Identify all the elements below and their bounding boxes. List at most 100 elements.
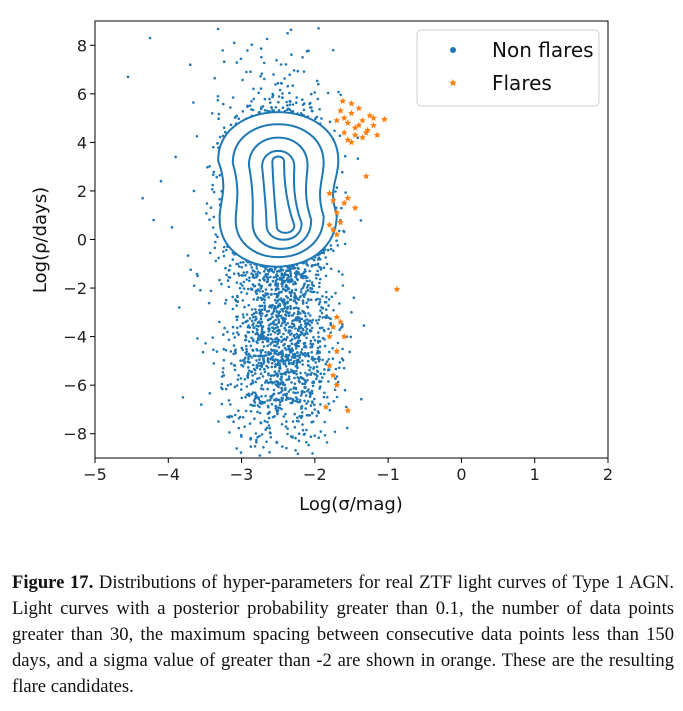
non-flare-point xyxy=(239,388,243,391)
non-flare-point xyxy=(276,406,280,409)
non-flare-point xyxy=(300,407,303,410)
non-flare-point xyxy=(327,358,331,361)
non-flare-point xyxy=(337,270,341,273)
non-flare-point xyxy=(235,315,238,319)
non-flare-point xyxy=(321,376,324,379)
non-flare-point xyxy=(284,285,288,289)
non-flare-point xyxy=(253,445,257,448)
non-flare-point xyxy=(295,96,299,99)
non-flare-point xyxy=(313,434,317,438)
non-flare-point xyxy=(276,332,280,336)
non-flare-point xyxy=(242,287,246,290)
non-flare-point xyxy=(259,372,263,376)
non-flare-point xyxy=(298,360,302,364)
non-flare-point xyxy=(297,267,300,271)
non-flare-point xyxy=(306,400,310,403)
non-flare-point xyxy=(299,333,302,337)
non-flare-point xyxy=(306,379,309,382)
non-flare-point xyxy=(294,288,298,292)
non-flare-point xyxy=(264,292,268,295)
non-flare-point xyxy=(323,420,327,424)
non-flare-point xyxy=(240,396,244,400)
non-flare-point xyxy=(318,387,321,390)
non-flare-point xyxy=(232,272,236,276)
non-flare-point xyxy=(312,367,315,371)
non-flare-point xyxy=(259,75,262,78)
non-flare-point xyxy=(299,295,302,298)
non-flare-point xyxy=(333,430,337,434)
non-flare-point xyxy=(235,61,239,64)
non-flare-point xyxy=(299,394,303,397)
non-flare-point xyxy=(329,244,333,247)
non-flare-point xyxy=(254,372,257,375)
non-flare-point xyxy=(241,299,245,302)
non-flare-point xyxy=(266,404,270,408)
non-flare-point xyxy=(207,301,211,305)
non-flare-point xyxy=(308,102,311,106)
non-flare-point xyxy=(256,328,259,332)
non-flare-point xyxy=(343,154,347,158)
non-flare-point xyxy=(283,77,286,80)
non-flare-point xyxy=(277,312,281,316)
non-flare-point xyxy=(249,382,253,386)
non-flare-point xyxy=(258,312,262,316)
non-flare-point xyxy=(341,284,345,287)
non-flare-point xyxy=(260,72,264,75)
non-flare-point xyxy=(318,326,322,330)
non-flare-point xyxy=(243,425,246,429)
non-flare-point xyxy=(249,370,253,374)
non-flare-point xyxy=(239,377,243,380)
non-flare-point xyxy=(251,323,254,327)
non-flare-point xyxy=(255,438,258,442)
non-flare-point xyxy=(228,431,231,434)
non-flare-point xyxy=(238,265,241,268)
non-flare-point xyxy=(211,336,214,339)
non-flare-point xyxy=(321,306,325,310)
non-flare-point xyxy=(204,342,207,345)
non-flare-point xyxy=(332,249,335,253)
non-flare-point xyxy=(349,335,353,339)
non-flare-point xyxy=(260,320,264,324)
non-flare-point xyxy=(262,61,266,65)
non-flare-point xyxy=(239,282,242,286)
non-flare-point xyxy=(294,327,297,330)
non-flare-point xyxy=(335,239,338,242)
non-flare-point xyxy=(235,384,239,387)
non-flare-point xyxy=(233,385,237,389)
non-flare-point xyxy=(277,287,280,291)
non-flare-point xyxy=(260,284,264,288)
non-flare-point xyxy=(237,409,240,413)
non-flare-point xyxy=(320,311,324,315)
non-flare-point xyxy=(317,302,321,306)
non-flare-point xyxy=(287,377,291,381)
non-flare-point xyxy=(267,296,271,299)
non-flare-point xyxy=(266,276,270,280)
non-flare-point xyxy=(295,319,298,322)
non-flare-point xyxy=(318,315,322,318)
non-flare-point xyxy=(309,290,312,293)
non-flare-point xyxy=(323,368,326,371)
non-flare-point xyxy=(306,359,310,363)
non-flare-point xyxy=(335,186,339,189)
non-flare-point xyxy=(228,264,232,268)
non-flare-point xyxy=(282,415,286,418)
non-flare-point xyxy=(286,336,289,339)
non-flare-point xyxy=(245,313,249,316)
non-flare-point xyxy=(283,342,286,346)
non-flare-point xyxy=(283,326,287,330)
non-flare-point xyxy=(284,317,287,321)
non-flare-point xyxy=(269,293,273,296)
non-flare-point xyxy=(250,43,254,46)
non-flare-point xyxy=(222,102,225,106)
non-flare-point xyxy=(285,100,288,104)
non-flare-point xyxy=(279,324,283,328)
non-flare-point xyxy=(314,273,318,277)
non-flare-point xyxy=(298,273,302,276)
non-flare-point xyxy=(212,362,216,365)
non-flare-point xyxy=(327,304,330,307)
non-flare-point xyxy=(290,370,293,374)
non-flare-point xyxy=(294,399,298,403)
non-flare-point xyxy=(309,314,312,317)
non-flare-point xyxy=(325,262,329,266)
non-flare-point xyxy=(265,426,269,430)
